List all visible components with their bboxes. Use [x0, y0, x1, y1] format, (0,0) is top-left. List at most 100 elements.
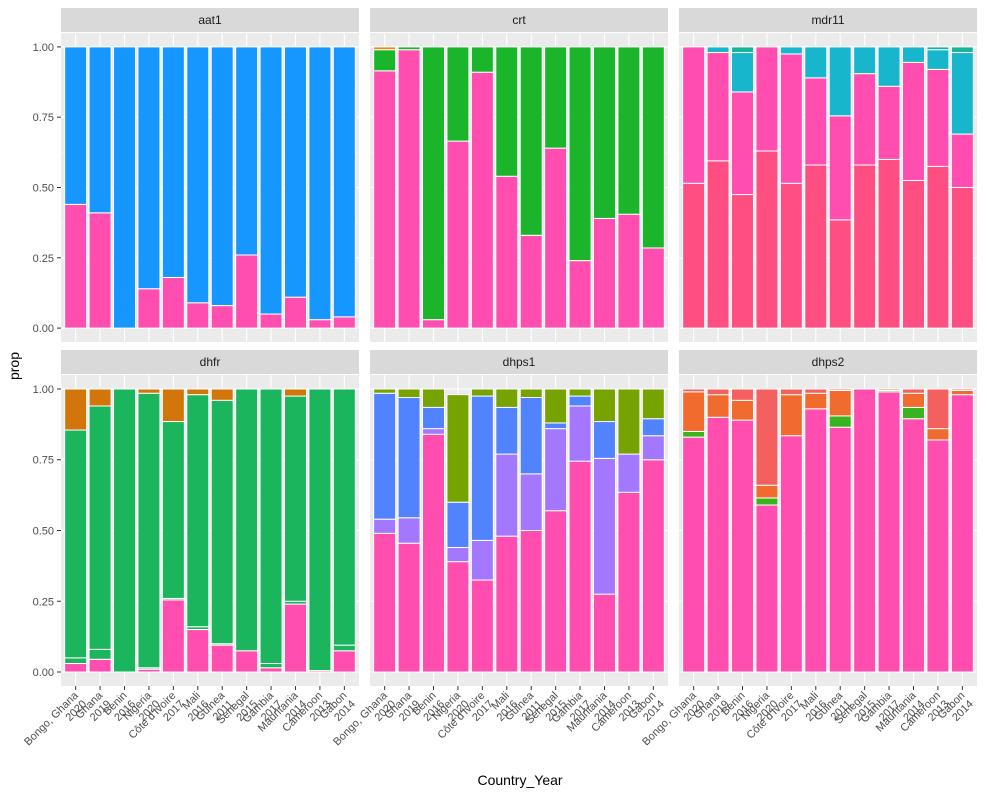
bar-segment	[397, 46, 421, 51]
bar-segment	[446, 501, 470, 548]
bar-segment	[544, 428, 568, 512]
bar-segment	[617, 46, 641, 215]
bar-segment	[755, 504, 779, 673]
x-axis-title: Country_Year	[477, 772, 562, 788]
bar-segment	[755, 497, 779, 506]
bar-segment	[926, 428, 950, 441]
bar-segment	[641, 418, 665, 437]
bar-segment	[617, 213, 641, 329]
bar-segment	[641, 46, 665, 249]
bar-segment	[617, 453, 641, 493]
bar-segment	[308, 388, 332, 672]
bar-segment	[308, 46, 332, 321]
bar-segment	[137, 46, 161, 290]
bar-segment	[641, 459, 665, 673]
strip-background	[61, 8, 359, 32]
bar-segment	[470, 579, 494, 673]
panel-crt: crt	[370, 8, 668, 342]
bar-segment	[568, 260, 592, 329]
y-tick-label: 0.00	[33, 323, 54, 335]
bar-segment	[926, 68, 950, 167]
bar-segment	[902, 179, 925, 329]
y-tick-label: 0.50	[33, 526, 54, 538]
bar-segment	[470, 46, 494, 73]
bar-segment	[544, 46, 568, 149]
bar-segment	[779, 394, 803, 437]
bar-segment	[161, 46, 185, 278]
bar-segment	[755, 150, 779, 329]
bar-segment	[64, 657, 88, 665]
bar-segment	[495, 388, 519, 408]
bar-segment	[568, 405, 592, 462]
bar-segment	[210, 644, 234, 673]
bar-segment	[779, 182, 803, 329]
strip-background	[679, 350, 977, 374]
bar-segment	[161, 421, 185, 599]
bar-segment	[373, 46, 397, 51]
strip-label: crt	[512, 13, 526, 27]
bar-segment	[617, 388, 641, 455]
panel-dhfr: dhfr 0.00 0.25 0.50 0.75 1.00 Bongo, Ghana2020…	[22, 350, 359, 748]
bar-segment	[422, 428, 445, 435]
bar-segment	[113, 46, 137, 329]
bar-segment	[706, 46, 730, 54]
bar-segment	[422, 46, 445, 321]
bar-segment	[755, 484, 779, 499]
bar-segment	[853, 73, 877, 166]
bar-segment	[161, 388, 185, 423]
bar-segment	[828, 46, 852, 117]
x-tick-label: Gabon2014	[936, 690, 976, 730]
bar-segment	[641, 388, 665, 420]
bar-segment	[186, 394, 210, 628]
bar-segment	[235, 254, 259, 329]
bar-segment	[568, 46, 592, 262]
bar-segment	[682, 436, 706, 673]
bar-segment	[731, 399, 755, 421]
bar-segment	[828, 388, 852, 391]
bar-segment	[804, 388, 828, 394]
bar-segment	[470, 388, 494, 397]
bar-segment	[804, 408, 828, 673]
bar-segment	[926, 439, 950, 673]
bar-segment	[332, 644, 356, 652]
bar-segment	[804, 77, 828, 166]
bar-segment	[731, 52, 755, 93]
bar-segment	[902, 418, 925, 673]
bar-segment	[706, 394, 730, 418]
bar-segment	[495, 406, 519, 455]
bar-segment	[259, 667, 283, 673]
bar-segment	[495, 46, 519, 177]
bar-segment	[877, 158, 901, 329]
bar-segment	[519, 396, 543, 475]
bar-segment	[422, 319, 445, 329]
bar-segment	[332, 388, 356, 646]
bar-segment	[950, 52, 974, 135]
bar-segment	[64, 46, 88, 205]
bar-segment	[259, 663, 283, 669]
strip-label: mdr11	[811, 13, 844, 27]
bar-segment	[373, 49, 397, 72]
bar-segment	[926, 49, 950, 70]
bar-segment	[877, 46, 901, 87]
bar-segment	[64, 388, 88, 431]
bar-segment	[88, 212, 112, 329]
bar-segment	[519, 388, 543, 398]
bar-segment	[64, 203, 88, 329]
bar-segment	[544, 147, 568, 329]
y-tick-label: 0.50	[33, 183, 54, 195]
bar-segment	[332, 46, 356, 318]
bar-segment	[284, 395, 307, 602]
bar-segment	[682, 391, 706, 432]
bar-segment	[950, 394, 974, 673]
y-tick-label: 0.25	[33, 596, 54, 608]
bar-segment	[161, 276, 185, 329]
strip-background	[679, 8, 977, 32]
bar-segment	[950, 187, 974, 329]
bar-segment	[186, 629, 210, 673]
bar-segment	[593, 388, 616, 423]
bar-segment	[593, 421, 616, 459]
bar-segment	[332, 650, 356, 673]
bar-segment	[397, 517, 421, 544]
bar-segment	[706, 388, 730, 396]
